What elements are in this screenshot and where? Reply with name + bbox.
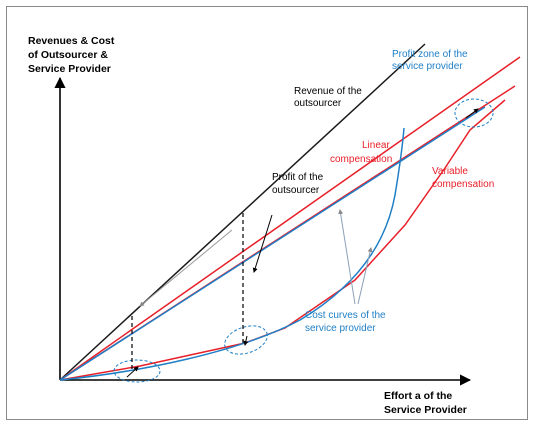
cost-curve-pointer-1 bbox=[338, 209, 356, 305]
y-axis-label: Revenues & Cost of Outsourcer & Service … bbox=[28, 35, 117, 75]
zone-ellipse-low bbox=[113, 359, 161, 383]
cost-curve-pointer-2 bbox=[357, 247, 373, 305]
revenue-line bbox=[59, 43, 426, 381]
cost-curve-convex bbox=[59, 127, 405, 381]
diagram-frame bbox=[6, 6, 528, 420]
linear-compensation-label: Linear compensation bbox=[330, 140, 393, 165]
profit-outsourcer-label: Profit of the outsourcer bbox=[272, 172, 326, 196]
zone-arrow-low bbox=[126, 366, 139, 378]
variable-compensation-line bbox=[59, 99, 506, 381]
zone-ellipse-high bbox=[454, 98, 494, 128]
zone-ellipse-mid bbox=[224, 325, 268, 355]
variable-compensation-label: Variable compensation bbox=[432, 166, 494, 190]
x-axis-label: Effort a of the Service Provider bbox=[384, 390, 467, 416]
revenue-label: Revenue of the outsourcer bbox=[294, 86, 365, 109]
profit-outsourcer-gray-pointer bbox=[139, 229, 233, 307]
profit-zone-label: Profit zone of the service provider bbox=[392, 49, 470, 72]
zone-arrow-mid bbox=[243, 335, 249, 346]
cost-curves-label: Cost curves of the service provider bbox=[305, 310, 388, 334]
zone-arrow-high bbox=[465, 108, 479, 119]
linear-compensation-line-upper bbox=[59, 56, 521, 381]
profit-outsourcer-pointer bbox=[252, 214, 273, 273]
cost-line-linear bbox=[59, 106, 486, 381]
